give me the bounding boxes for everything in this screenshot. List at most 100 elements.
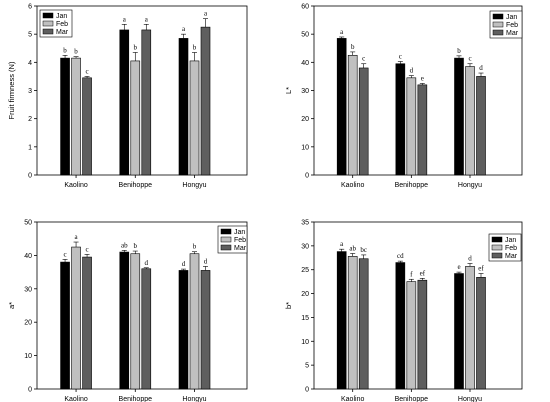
y-tick-label: 10 (301, 339, 309, 346)
legend-label: Feb (505, 245, 517, 252)
bar (406, 281, 417, 390)
significance-letter: d (145, 259, 149, 267)
bar (358, 67, 369, 176)
chart-panel-top-right: 0102030405060L*KaolinoabcBenihoppecdeHon… (284, 4, 523, 189)
bar (476, 76, 486, 176)
bar (130, 253, 141, 390)
bar (141, 29, 152, 176)
y-axis-label: Fruit firmness (N) (7, 61, 16, 119)
x-tick-label: Benihoppe (395, 182, 429, 189)
significance-letter: a (204, 10, 208, 18)
y-tick-label: 4 (28, 60, 32, 67)
bar (417, 84, 428, 176)
legend-swatch (220, 236, 232, 243)
significance-letter: a (340, 240, 344, 248)
legend-label: Jan (506, 14, 517, 21)
bar (178, 38, 189, 176)
bar (130, 60, 141, 176)
bar (71, 246, 81, 390)
bar (347, 54, 358, 176)
significance-letter: b (134, 242, 138, 250)
legend-label: Mar (506, 30, 519, 37)
x-tick-label: Benihoppe (119, 396, 153, 402)
bar (141, 268, 152, 390)
x-tick-label: Kaolino (64, 182, 87, 189)
significance-letter: b (457, 47, 461, 55)
x-tick-label: Hongyu (458, 182, 482, 189)
x-tick-label: Hongyu (458, 396, 482, 402)
x-tick-label: Kaolino (64, 396, 87, 402)
significance-letter: d (410, 67, 414, 75)
significance-letter: f (410, 270, 413, 278)
y-tick-label: 50 (24, 220, 32, 227)
bar (178, 270, 189, 390)
bar (200, 26, 211, 176)
significance-letter: c (86, 67, 89, 75)
bar (336, 38, 347, 176)
bar (465, 266, 475, 390)
bar (395, 262, 406, 390)
significance-letter: b (63, 46, 67, 54)
y-tick-label: 0 (305, 387, 309, 394)
x-tick-label: Hongyu (182, 396, 206, 402)
legend-swatch (220, 228, 232, 235)
legend-label: Feb (234, 237, 246, 244)
bar (454, 57, 464, 176)
legend-swatch (492, 29, 504, 36)
legend-label: Jan (505, 237, 516, 244)
legend-swatch (491, 252, 503, 259)
bar (82, 256, 92, 390)
significance-letter: c (362, 55, 365, 63)
bar (347, 256, 358, 390)
y-tick-label: 35 (301, 220, 309, 227)
bar (71, 57, 81, 176)
y-tick-label: 20 (24, 320, 32, 327)
x-tick-label: Kaolino (341, 396, 364, 402)
y-axis-label: a* (7, 302, 16, 309)
y-axis-label: L* (284, 87, 293, 94)
bar (119, 251, 130, 390)
bar (454, 273, 464, 390)
y-axis-label: b* (284, 302, 293, 309)
y-tick-label: 30 (24, 286, 32, 293)
significance-letter: b (193, 243, 197, 251)
bar (189, 60, 200, 176)
legend-label: Jan (56, 13, 67, 20)
significance-letter: ab (121, 241, 128, 249)
significance-letter: a (75, 233, 79, 241)
significance-letter: b (193, 43, 197, 51)
significance-letter: c (64, 250, 67, 258)
y-tick-label: 50 (301, 32, 309, 39)
y-tick-label: 40 (301, 60, 309, 67)
legend-swatch (491, 244, 503, 251)
significance-letter: ef (478, 265, 484, 273)
legend-label: Mar (234, 245, 247, 252)
y-tick-label: 10 (301, 144, 309, 151)
y-tick-label: 30 (301, 243, 309, 250)
bar (82, 77, 92, 176)
chart-panel-bottom-right: 0 5 10 15 20 25 30 35 b* Kaolino aab bc Benihoppe cd f… (284, 220, 523, 402)
significance-letter: ef (420, 269, 426, 277)
bar (476, 277, 486, 390)
bar (336, 251, 347, 390)
y-tick-label: 0 (28, 173, 32, 180)
bar (60, 261, 70, 390)
y-tick-label: 40 (24, 253, 32, 260)
significance-letter: b (74, 48, 78, 56)
x-tick-label: Hongyu (182, 182, 206, 189)
significance-letter: c (86, 245, 89, 253)
significance-letter: d (204, 257, 208, 265)
bar (60, 57, 70, 176)
legend-swatch (492, 21, 504, 28)
y-tick-label: 10 (24, 353, 32, 360)
bar (358, 258, 369, 390)
significance-letter: d (182, 260, 186, 268)
significance-letter: e (421, 74, 424, 82)
y-tick-label: 0 (28, 387, 32, 394)
y-tick-label: 6 (28, 4, 32, 11)
legend-swatch (220, 244, 232, 251)
y-tick-label: 25 (301, 267, 309, 274)
legend-label: Feb (56, 21, 68, 28)
y-tick-label: 30 (301, 88, 309, 95)
